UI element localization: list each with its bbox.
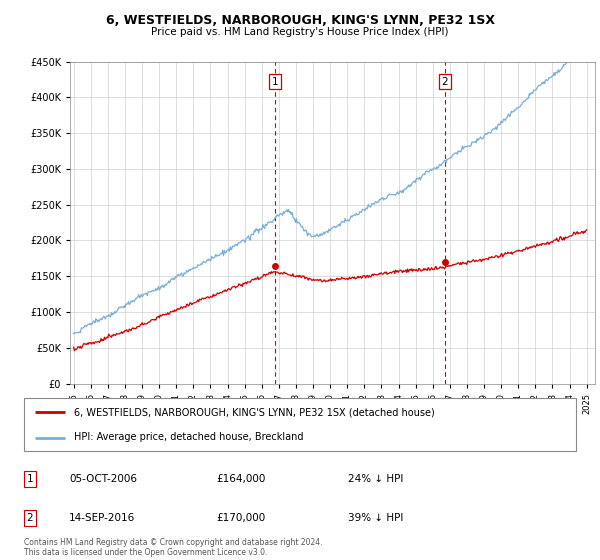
Text: 1: 1 [271, 77, 278, 87]
Text: Contains HM Land Registry data © Crown copyright and database right 2024.
This d: Contains HM Land Registry data © Crown c… [24, 538, 323, 557]
Text: 6, WESTFIELDS, NARBOROUGH, KING'S LYNN, PE32 1SX (detached house): 6, WESTFIELDS, NARBOROUGH, KING'S LYNN, … [74, 408, 434, 418]
Text: 6, WESTFIELDS, NARBOROUGH, KING'S LYNN, PE32 1SX: 6, WESTFIELDS, NARBOROUGH, KING'S LYNN, … [106, 14, 494, 27]
Text: 14-SEP-2016: 14-SEP-2016 [69, 513, 135, 523]
Text: 39% ↓ HPI: 39% ↓ HPI [348, 513, 403, 523]
Text: £170,000: £170,000 [216, 513, 265, 523]
Text: £164,000: £164,000 [216, 474, 265, 484]
Text: HPI: Average price, detached house, Breckland: HPI: Average price, detached house, Brec… [74, 432, 303, 442]
Text: 05-OCT-2006: 05-OCT-2006 [69, 474, 137, 484]
Text: 2: 2 [442, 77, 448, 87]
Text: 1: 1 [26, 474, 34, 484]
FancyBboxPatch shape [24, 398, 576, 451]
Text: 2: 2 [26, 513, 34, 523]
Text: 24% ↓ HPI: 24% ↓ HPI [348, 474, 403, 484]
Text: Price paid vs. HM Land Registry's House Price Index (HPI): Price paid vs. HM Land Registry's House … [151, 27, 449, 37]
